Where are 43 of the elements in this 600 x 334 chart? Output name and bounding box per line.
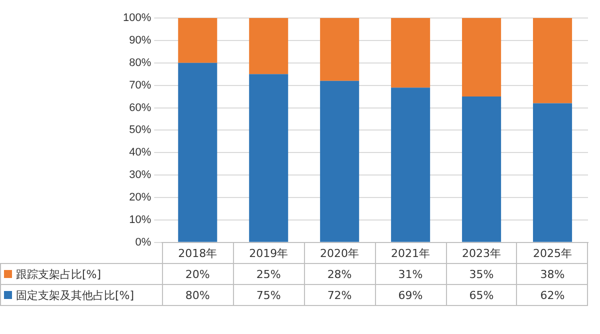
data-label: 65% bbox=[446, 284, 517, 306]
y-tick-label: 0% bbox=[135, 236, 152, 248]
y-tick-label: 30% bbox=[129, 169, 152, 182]
y-tick-label: 20% bbox=[129, 192, 152, 204]
data-label: 28% bbox=[304, 264, 376, 285]
bar bbox=[178, 18, 218, 63]
data-label: 80% bbox=[162, 284, 234, 306]
bar bbox=[249, 18, 288, 74]
data-label: 38% bbox=[516, 264, 588, 285]
bar bbox=[462, 18, 502, 97]
legend-label: 跟踪支架占比[%] bbox=[0, 264, 162, 285]
legend-label: 固定支架及其他占比[%] bbox=[0, 284, 162, 306]
x-tick-label: 2023年 bbox=[446, 242, 517, 264]
bar bbox=[462, 96, 502, 242]
bar bbox=[391, 18, 430, 88]
y-tick-label: 40% bbox=[129, 146, 152, 159]
x-tick-label: 2018年 bbox=[162, 242, 234, 264]
y-tick-label: 60% bbox=[129, 102, 152, 114]
x-tick-label: 2021年 bbox=[375, 242, 446, 264]
y-tick-label: 10% bbox=[129, 214, 152, 226]
data-label: 75% bbox=[233, 284, 304, 306]
x-tick-label: 2019年 bbox=[233, 242, 304, 264]
bar bbox=[532, 18, 572, 104]
y-tick-label: 90% bbox=[129, 34, 152, 46]
data-label: 31% bbox=[375, 264, 446, 285]
data-label: 62% bbox=[516, 284, 588, 306]
bar bbox=[320, 80, 360, 242]
data-label: 25% bbox=[233, 264, 304, 285]
bar bbox=[249, 74, 288, 242]
y-tick-label: 100% bbox=[122, 12, 152, 24]
bar bbox=[320, 18, 360, 81]
x-tick-label: 2025年 bbox=[516, 242, 588, 264]
y-tick-label: 80% bbox=[129, 56, 152, 69]
x-tick-label: 2020年 bbox=[304, 242, 376, 264]
data-label: 20% bbox=[162, 264, 234, 285]
data-label: 69% bbox=[375, 284, 446, 306]
bar bbox=[532, 103, 572, 242]
bar bbox=[391, 88, 430, 242]
bar bbox=[178, 62, 218, 242]
y-tick-label: 50% bbox=[129, 124, 152, 136]
y-tick-label: 70% bbox=[129, 79, 152, 92]
data-label: 72% bbox=[304, 284, 376, 306]
data-label: 35% bbox=[446, 264, 517, 285]
